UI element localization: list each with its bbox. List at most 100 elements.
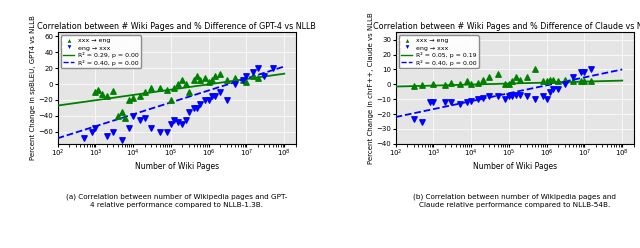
Point bbox=[128, 114, 138, 118]
Point bbox=[545, 78, 555, 82]
Point bbox=[248, 70, 259, 74]
Point bbox=[575, 70, 586, 74]
Point bbox=[184, 110, 194, 114]
Point bbox=[473, 81, 483, 85]
Point bbox=[575, 79, 586, 83]
Point bbox=[538, 79, 548, 83]
Point bbox=[462, 100, 472, 104]
Point bbox=[172, 82, 182, 86]
Point bbox=[586, 79, 596, 83]
Y-axis label: Percent Change in chrF++, Claude vs NLLB: Percent Change in chrF++, Claude vs NLLB bbox=[368, 12, 374, 164]
Point bbox=[248, 74, 259, 78]
Point bbox=[181, 82, 191, 86]
Point bbox=[195, 102, 205, 106]
Point bbox=[215, 72, 225, 76]
Point bbox=[462, 79, 472, 83]
Point bbox=[113, 114, 124, 118]
Point bbox=[259, 74, 269, 78]
Point bbox=[241, 74, 252, 78]
Point bbox=[189, 78, 199, 82]
Point bbox=[166, 98, 176, 102]
Point bbox=[559, 82, 570, 86]
Point bbox=[90, 126, 100, 130]
Point bbox=[466, 82, 476, 86]
Point bbox=[79, 136, 89, 140]
Point bbox=[204, 98, 214, 102]
Point bbox=[237, 78, 248, 82]
Point bbox=[522, 75, 532, 79]
Point bbox=[210, 74, 220, 78]
Point bbox=[134, 94, 145, 98]
Point bbox=[97, 92, 107, 96]
Point bbox=[541, 97, 552, 101]
Point bbox=[128, 96, 138, 100]
Point bbox=[116, 110, 127, 114]
Point bbox=[166, 122, 176, 126]
Point bbox=[221, 78, 232, 82]
X-axis label: Number of Wiki Pages: Number of Wiki Pages bbox=[134, 162, 219, 171]
Point bbox=[553, 79, 563, 83]
Point bbox=[428, 100, 438, 104]
Point bbox=[504, 82, 514, 86]
Point bbox=[230, 82, 240, 86]
Point bbox=[207, 78, 217, 82]
Point bbox=[586, 67, 596, 71]
Point bbox=[154, 130, 164, 134]
Point bbox=[579, 70, 589, 74]
Point bbox=[253, 76, 263, 80]
Point bbox=[200, 76, 210, 80]
Point bbox=[492, 94, 502, 98]
Point bbox=[417, 120, 427, 124]
Point bbox=[548, 78, 559, 82]
Point bbox=[140, 116, 150, 120]
Point bbox=[120, 116, 130, 120]
Point bbox=[446, 100, 456, 104]
Point bbox=[541, 79, 552, 83]
Point bbox=[454, 82, 465, 86]
Point bbox=[553, 87, 563, 91]
Title: Correlation between # Wiki Pages and % Difference of GPT-4 vs NLLB: Correlation between # Wiki Pages and % D… bbox=[37, 23, 316, 31]
Title: Correlation between # Wiki Pages and % Difference of Claude vs NLLB: Correlation between # Wiki Pages and % D… bbox=[372, 23, 640, 31]
Point bbox=[86, 130, 97, 134]
Point bbox=[169, 86, 179, 90]
Point bbox=[500, 97, 510, 101]
Point bbox=[108, 89, 118, 93]
Point bbox=[237, 78, 248, 82]
Point bbox=[90, 90, 100, 94]
Point bbox=[184, 90, 194, 94]
Point bbox=[241, 80, 252, 84]
Point bbox=[511, 75, 521, 79]
Point bbox=[504, 94, 514, 98]
Y-axis label: Percent Change in spBLEU, GPT4 vs NLLB: Percent Change in spBLEU, GPT4 vs NLLB bbox=[30, 16, 36, 160]
Point bbox=[230, 76, 240, 80]
Point bbox=[515, 78, 525, 82]
Point bbox=[408, 117, 419, 121]
Point bbox=[466, 99, 476, 103]
Text: (a) Correlation between number of Wikipedia pages and GPT-
4 relative performanc: (a) Correlation between number of Wikipe… bbox=[66, 193, 287, 208]
Point bbox=[177, 122, 188, 126]
Point bbox=[454, 102, 465, 106]
Point bbox=[500, 82, 510, 86]
Point bbox=[146, 86, 156, 90]
Point bbox=[473, 97, 483, 101]
Point bbox=[192, 106, 202, 110]
Point bbox=[515, 93, 525, 97]
Point bbox=[511, 93, 521, 97]
Point bbox=[207, 94, 217, 98]
Point bbox=[177, 78, 188, 82]
X-axis label: Number of Wiki Pages: Number of Wiki Pages bbox=[472, 162, 557, 171]
Point bbox=[568, 75, 578, 79]
Point bbox=[477, 96, 488, 100]
Point bbox=[408, 84, 419, 88]
Point bbox=[568, 79, 578, 83]
Point bbox=[545, 90, 555, 94]
Legend: xxx → eng, eng → xxx, R² = 0.29, p = 0.00, R² = 0.40, p = 0.00: xxx → eng, eng → xxx, R² = 0.29, p = 0.0… bbox=[61, 35, 141, 68]
Point bbox=[172, 120, 182, 124]
Point bbox=[530, 67, 540, 71]
Point bbox=[200, 98, 210, 102]
Point bbox=[124, 126, 134, 130]
Point bbox=[446, 81, 456, 85]
Point bbox=[134, 118, 145, 122]
Point bbox=[522, 94, 532, 98]
Point bbox=[102, 94, 112, 98]
